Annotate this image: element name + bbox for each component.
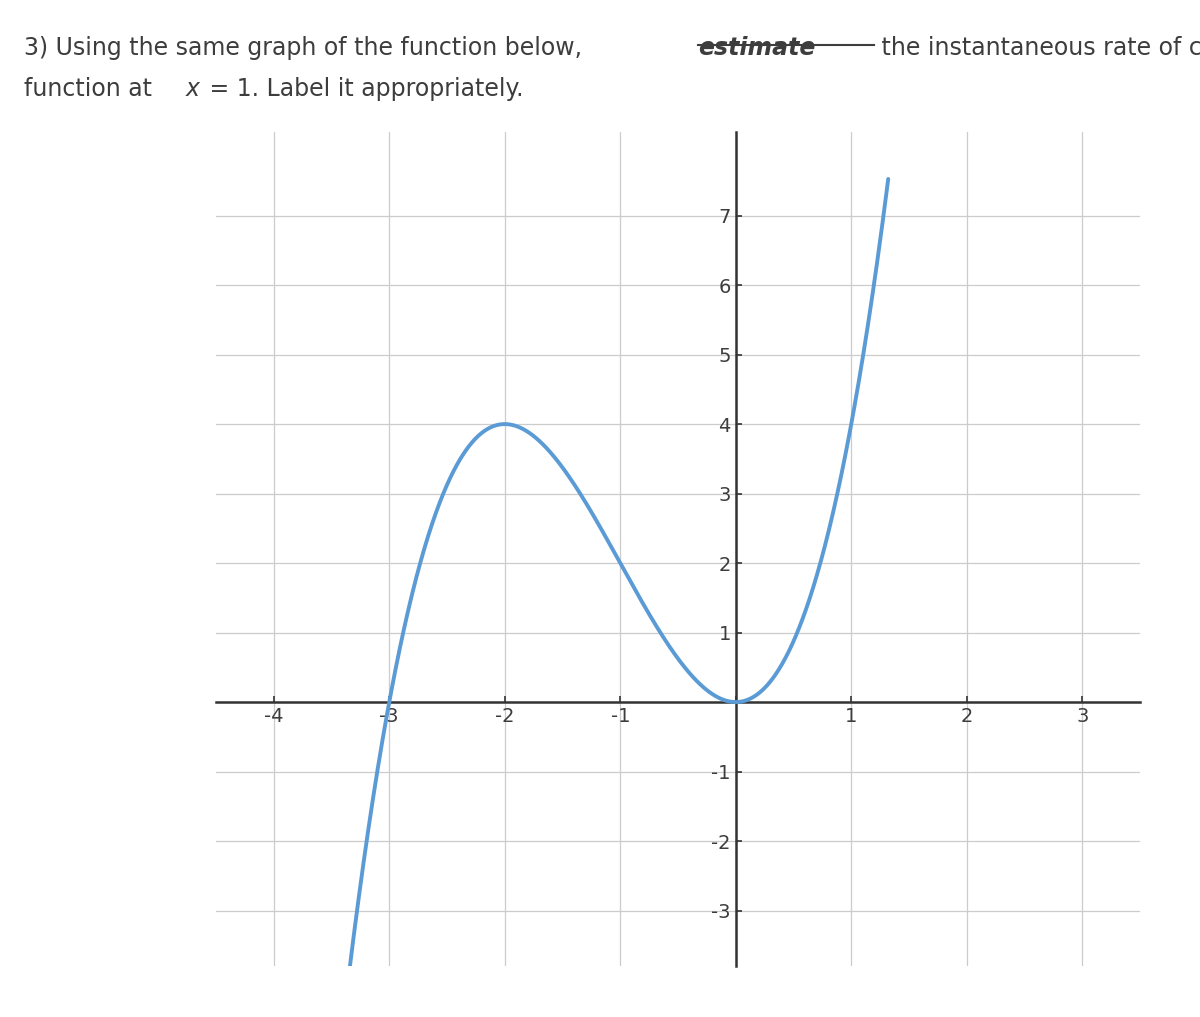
Text: the instantaneous rate of change of the: the instantaneous rate of change of the	[874, 36, 1200, 60]
Text: estimate: estimate	[698, 36, 816, 60]
Text: = 1. Label it appropriately.: = 1. Label it appropriately.	[202, 77, 523, 102]
Text: x: x	[186, 77, 200, 102]
Text: function at: function at	[24, 77, 160, 102]
Text: 3) Using the same graph of the function below,: 3) Using the same graph of the function …	[24, 36, 589, 60]
